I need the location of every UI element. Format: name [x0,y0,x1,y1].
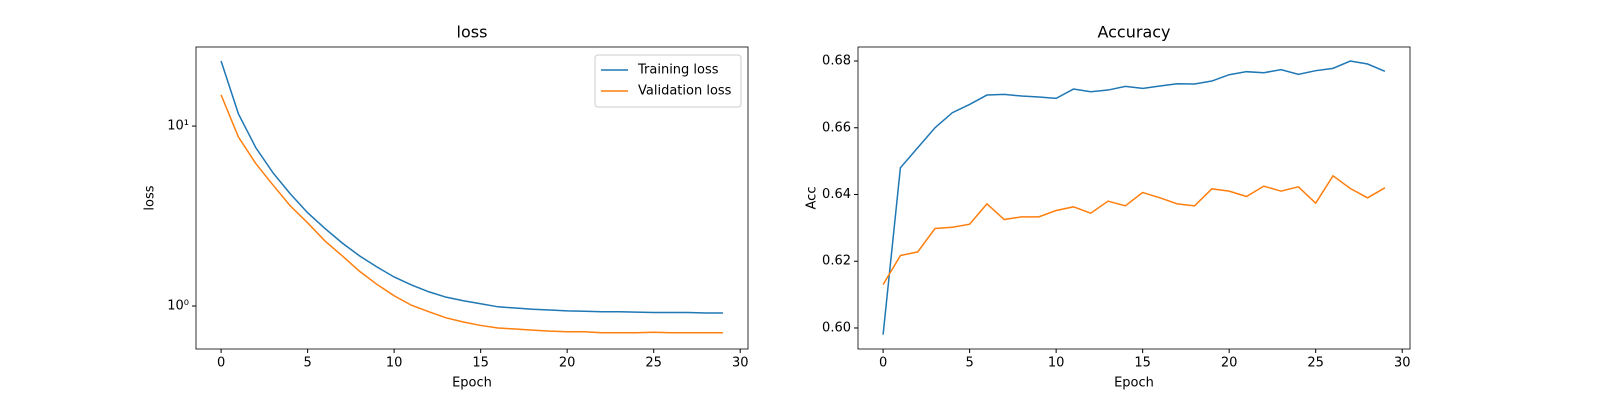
data-line [220,60,723,314]
y-tick-label: 0.64 [822,187,851,202]
data-line [220,94,723,334]
legend-box [594,54,742,108]
y-axis-label: Acc [805,187,820,210]
plot-frame [195,46,749,350]
data-line [882,60,1386,335]
y-tick-label: 0.66 [822,120,851,135]
x-tick-label: 15 [1134,356,1151,371]
x-tick-label: 0 [217,356,225,371]
x-tick-label: 5 [303,356,311,371]
x-tick-label: 20 [559,356,576,371]
x-tick-label: 10 [386,356,403,371]
y-tick-label: 0.60 [822,320,851,335]
y-tick-label: 0.62 [822,254,851,269]
chart-title: loss [457,23,488,42]
y-axis-label: loss [143,185,158,210]
x-axis-label: Epoch [1114,376,1154,391]
legend-label: Training loss [637,63,719,78]
x-tick-label: 5 [965,356,973,371]
y-tick-label: 10⁰ [167,299,189,314]
x-tick-label: 25 [645,356,662,371]
x-axis-label: Epoch [452,376,492,391]
x-tick-label: 15 [472,356,489,371]
x-tick-label: 25 [1307,356,1324,371]
x-tick-label: 30 [732,356,749,371]
y-tick-label: 0.68 [822,54,851,69]
x-tick-label: 20 [1221,356,1238,371]
plot-frame [857,46,1411,350]
y-tick-label: 10¹ [167,119,189,134]
x-tick-label: 0 [879,356,887,371]
x-tick-label: 10 [1048,356,1065,371]
data-line [882,174,1386,285]
chart-title: Accuracy [1097,23,1170,42]
x-tick-label: 30 [1394,356,1411,371]
legend-label: Validation loss [638,84,732,99]
